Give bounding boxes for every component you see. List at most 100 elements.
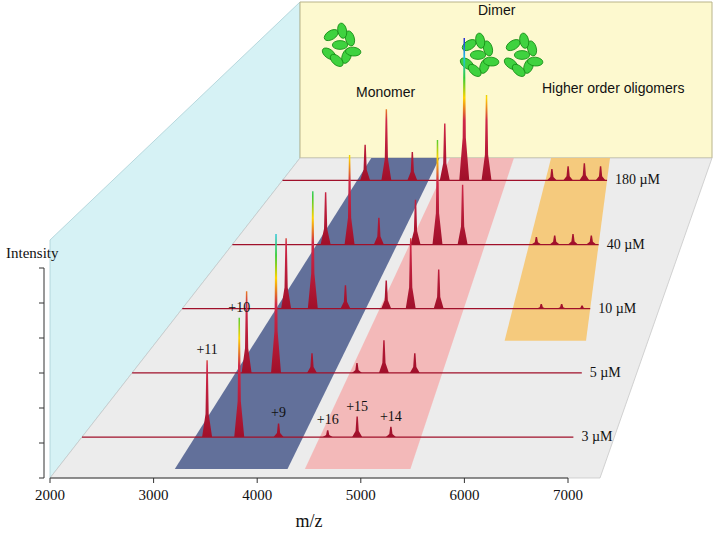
peak bbox=[557, 304, 567, 309]
peak bbox=[274, 423, 284, 437]
y-tick bbox=[39, 443, 44, 444]
x-tick-label: 2000 bbox=[35, 487, 65, 503]
peak bbox=[434, 270, 444, 309]
peak bbox=[536, 304, 546, 309]
x-tick bbox=[153, 478, 154, 483]
x-tick-label: 4000 bbox=[242, 487, 272, 503]
y-tick bbox=[39, 373, 44, 374]
peak bbox=[386, 427, 396, 437]
peak bbox=[374, 218, 384, 245]
charge-label: +11 bbox=[196, 342, 217, 357]
peak bbox=[281, 238, 291, 308]
x-axis bbox=[50, 478, 568, 479]
peak bbox=[482, 95, 492, 180]
peak bbox=[271, 234, 281, 373]
peak bbox=[459, 38, 469, 180]
x-tick bbox=[50, 478, 51, 483]
x-tick-label: 5000 bbox=[346, 487, 376, 503]
peak bbox=[352, 417, 362, 437]
region-label: Monomer bbox=[356, 84, 415, 100]
peak bbox=[410, 353, 420, 373]
helix bbox=[470, 51, 485, 60]
charge-label: +9 bbox=[271, 405, 286, 420]
y-axis-label: Intensity bbox=[6, 245, 59, 261]
peak bbox=[440, 123, 450, 180]
peak bbox=[458, 185, 468, 245]
helix bbox=[518, 32, 530, 49]
region-band bbox=[305, 158, 514, 469]
peak bbox=[596, 166, 606, 180]
series-label: 40 µM bbox=[607, 237, 646, 252]
protein-icon bbox=[320, 22, 361, 69]
helix bbox=[514, 51, 529, 60]
region-label: Higher order oligomers bbox=[542, 80, 684, 96]
x-tick-label: 3000 bbox=[139, 487, 169, 503]
spectrum bbox=[182, 191, 590, 308]
peak bbox=[550, 236, 560, 245]
helix bbox=[332, 41, 347, 50]
region-label: Dimer bbox=[478, 2, 516, 18]
series-label: 180 µM bbox=[615, 172, 661, 187]
y-tick bbox=[39, 268, 44, 269]
peak bbox=[202, 360, 212, 437]
charge-label: +14 bbox=[380, 409, 402, 424]
x-tick bbox=[257, 478, 258, 483]
helix bbox=[345, 47, 361, 57]
peak bbox=[307, 353, 317, 373]
y-tick bbox=[39, 338, 44, 339]
y-tick bbox=[39, 478, 44, 479]
x-tick-label: 7000 bbox=[553, 487, 583, 503]
helix bbox=[527, 57, 543, 67]
charge-label: +10 bbox=[228, 300, 250, 315]
protein-icon bbox=[502, 32, 543, 79]
region-band bbox=[505, 158, 610, 341]
series-label: 10 µM bbox=[598, 301, 637, 316]
charge-label: +15 bbox=[346, 399, 368, 414]
series-label: 3 µM bbox=[581, 429, 613, 444]
spectrum bbox=[283, 38, 608, 180]
x-tick bbox=[360, 478, 361, 483]
peak bbox=[381, 281, 391, 309]
peak bbox=[407, 152, 417, 180]
spectrum bbox=[232, 140, 598, 245]
spectrum bbox=[132, 234, 582, 373]
chart: Monomer Dimer Higher order oligomers 180 µM… bbox=[0, 0, 716, 537]
peak bbox=[352, 363, 362, 373]
peak bbox=[340, 285, 350, 308]
helix bbox=[510, 62, 527, 79]
peak bbox=[531, 237, 541, 244]
floor bbox=[50, 158, 712, 478]
peak bbox=[234, 318, 244, 437]
peak bbox=[323, 430, 333, 437]
peak bbox=[568, 234, 578, 244]
peak bbox=[577, 306, 587, 309]
peak bbox=[321, 192, 331, 244]
peak bbox=[432, 140, 442, 245]
helix bbox=[474, 32, 486, 49]
x-tick-label: 6000 bbox=[449, 487, 479, 503]
peak bbox=[345, 155, 355, 245]
peak bbox=[586, 236, 596, 245]
peak bbox=[360, 145, 370, 181]
peak bbox=[411, 200, 421, 245]
peak bbox=[579, 163, 589, 180]
charge-label: +16 bbox=[317, 412, 339, 427]
peak bbox=[547, 169, 557, 180]
peak bbox=[308, 191, 318, 308]
helix bbox=[483, 57, 499, 67]
series-label: 5 µM bbox=[590, 365, 622, 380]
peak bbox=[406, 238, 416, 308]
spectrum bbox=[82, 318, 573, 437]
x-axis-label: m/z bbox=[296, 511, 323, 531]
peak bbox=[563, 166, 573, 180]
y-tick bbox=[39, 408, 44, 409]
back-wall bbox=[300, 2, 712, 158]
peak bbox=[381, 109, 391, 180]
helix bbox=[466, 62, 483, 79]
x-tick bbox=[568, 478, 569, 483]
helix bbox=[336, 22, 348, 39]
x-tick bbox=[464, 478, 465, 483]
peak bbox=[379, 340, 389, 373]
y-tick bbox=[39, 303, 44, 304]
helix bbox=[328, 52, 345, 69]
